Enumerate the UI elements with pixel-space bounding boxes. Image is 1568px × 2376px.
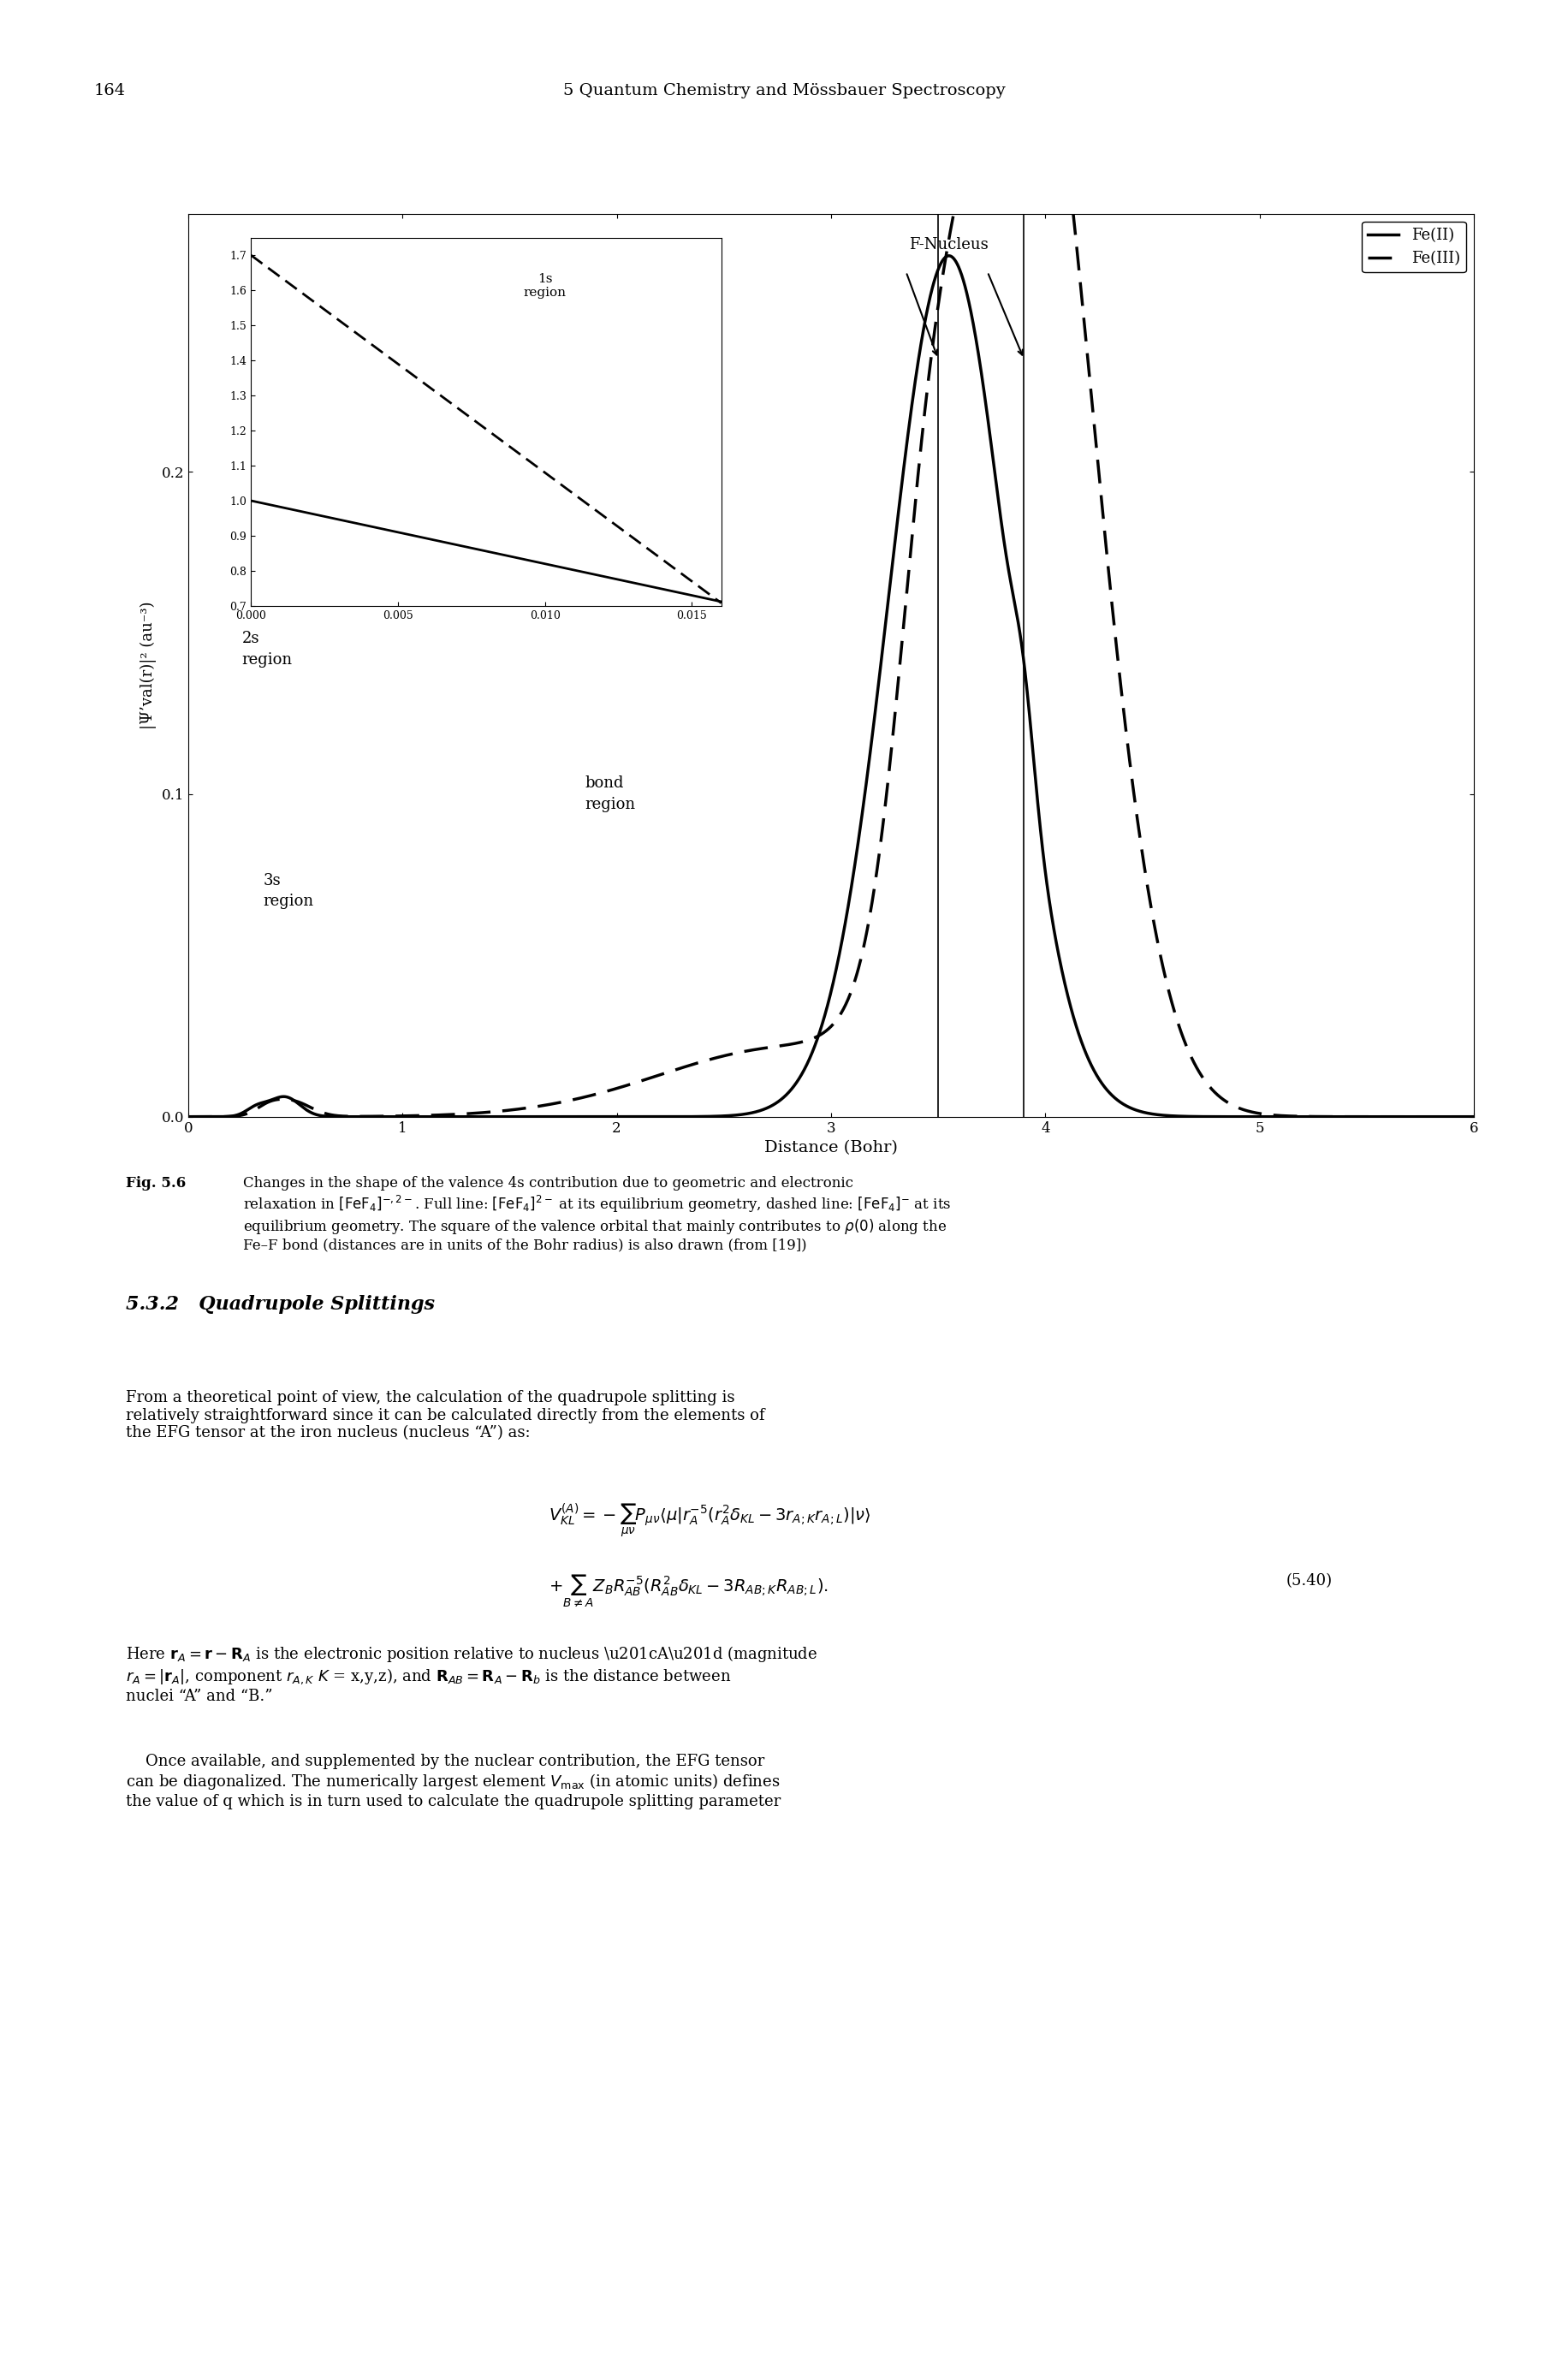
Fe(II): [1439, 1102, 1458, 1131]
Line: Fe(II): Fe(II): [188, 257, 1474, 1117]
Fe(II): [405, 1102, 423, 1131]
Text: 1s
region: 1s region: [524, 273, 566, 299]
Line: Fe(III): Fe(III): [188, 0, 1474, 1117]
Fe(II): [673, 1102, 691, 1131]
Text: F-Nucleus: F-Nucleus: [909, 238, 988, 252]
Fe(III): [728, 1038, 746, 1067]
Fe(II): [939, 242, 958, 271]
Text: 2s
region: 2s region: [241, 630, 292, 668]
Fe(II): [728, 1100, 746, 1129]
Fe(III): [401, 1102, 420, 1131]
Fe(III): [1439, 1102, 1458, 1131]
Text: Fig. 5.6: Fig. 5.6: [125, 1176, 185, 1190]
Fe(III): [179, 1102, 198, 1131]
Fe(II): [179, 1102, 198, 1131]
Text: 5 Quantum Chemistry and Mössbauer Spectroscopy: 5 Quantum Chemistry and Mössbauer Spectr…: [563, 83, 1005, 97]
Fe(II): [326, 1102, 345, 1131]
X-axis label: Distance (Bohr): Distance (Bohr): [764, 1140, 898, 1155]
Text: $+ \sum_{B \neq A} Z_B R_{AB}^{-5} (R_{AB}^2 \delta_{KL} - 3R_{AB;K}R_{AB;L}).$: $+ \sum_{B \neq A} Z_B R_{AB}^{-5} (R_{A…: [549, 1573, 828, 1609]
Text: From a theoretical point of view, the calculation of the quadrupole splitting is: From a theoretical point of view, the ca…: [125, 1390, 764, 1440]
Legend: Fe(II), Fe(III): Fe(II), Fe(III): [1361, 221, 1466, 273]
Fe(II): [1301, 1102, 1320, 1131]
Text: 5.3.2   Quadrupole Splittings: 5.3.2 Quadrupole Splittings: [125, 1295, 434, 1314]
Fe(III): [671, 1053, 690, 1081]
Text: $V_{KL}^{(A)} = -\sum_{\mu\nu} P_{\mu\nu} \langle \mu | r_A^{-5} (r_A^2 \delta_{: $V_{KL}^{(A)} = -\sum_{\mu\nu} P_{\mu\nu…: [549, 1502, 872, 1540]
Text: (5.40): (5.40): [1286, 1573, 1333, 1587]
Fe(III): [1465, 1102, 1483, 1131]
Fe(III): [1301, 1102, 1320, 1131]
Fe(II): [401, 1102, 420, 1131]
Y-axis label: |Ψ’val(r)|² (au⁻³): |Ψ’val(r)|² (au⁻³): [140, 601, 157, 729]
Text: Once available, and supplemented by the nuclear contribution, the EFG tensor
can: Once available, and supplemented by the …: [125, 1753, 781, 1808]
Fe(II): [1465, 1102, 1483, 1131]
Text: bond
region: bond region: [585, 777, 635, 813]
Text: 164: 164: [94, 83, 125, 97]
Text: Here $\mathbf{r}_A = \mathbf{r} - \mathbf{R}_A$ is the electronic position relat: Here $\mathbf{r}_A = \mathbf{r} - \mathb…: [125, 1644, 817, 1704]
Text: Changes in the shape of the valence 4s contribution due to geometric and electro: Changes in the shape of the valence 4s c…: [243, 1176, 952, 1252]
Text: 3s
region: 3s region: [263, 872, 314, 910]
Fe(III): [326, 1100, 345, 1129]
